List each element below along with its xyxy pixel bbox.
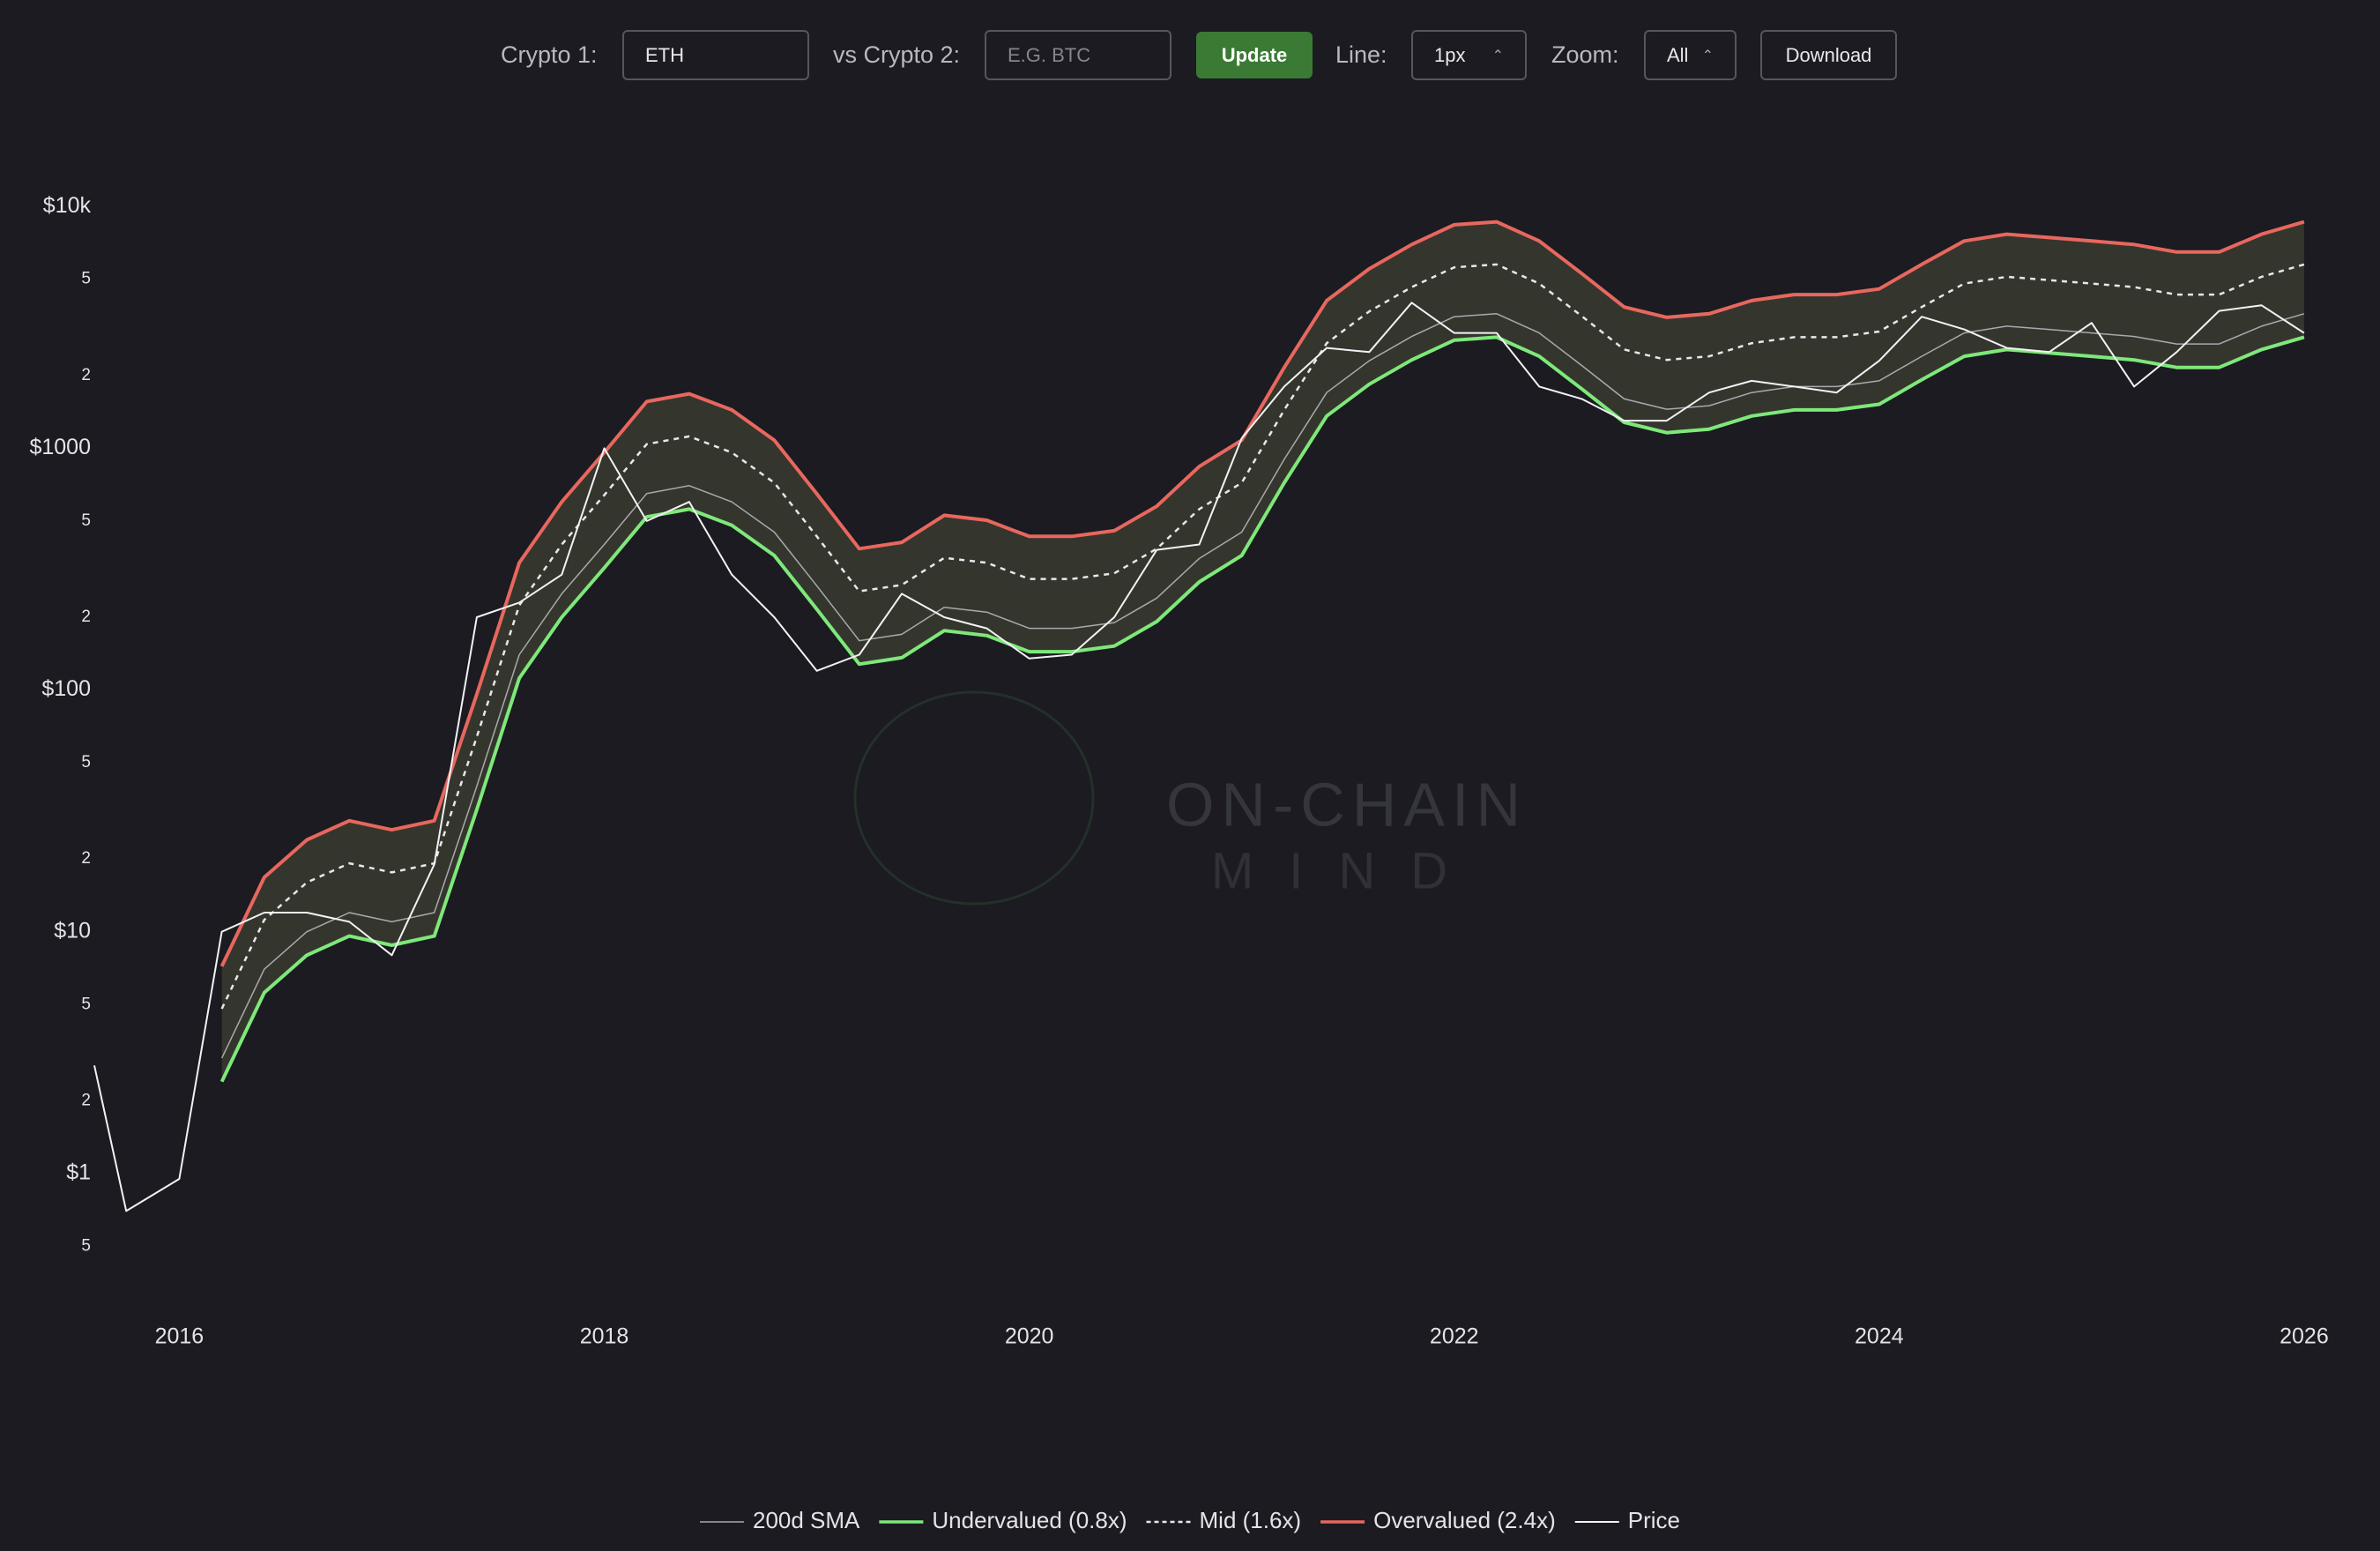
watermark-line2: MIND (1211, 842, 1483, 899)
y-tick-label: 5 (81, 270, 91, 288)
series-line (219, 335, 2305, 1083)
y-tick-label: 5 (81, 1236, 91, 1255)
y-tick-label: $10k (43, 193, 92, 218)
legend: 200d SMA Undervalued (0.8x) Mid (1.6x) Over… (699, 1507, 1680, 1533)
y-tick-label: $1 (66, 1160, 91, 1185)
x-tick-label: 2024 (1855, 1324, 1904, 1349)
y-tick-label: 2 (81, 366, 91, 384)
zoom-value: All (1667, 43, 1689, 66)
legend-label: 200d SMA (753, 1507, 860, 1533)
x-tick-label: 2016 (155, 1324, 205, 1349)
legend-label: Mid (1.6x) (1200, 1507, 1302, 1533)
x-tick-label: 2018 (580, 1324, 629, 1349)
download-button[interactable]: Download (1760, 30, 1897, 80)
y-tick-label: $1000 (29, 435, 91, 459)
y-tick-label: 2 (81, 849, 91, 868)
crypto1-input[interactable]: ETH (622, 30, 809, 80)
x-tick-label: 2020 (1005, 1324, 1054, 1349)
series-line (220, 263, 2305, 1010)
update-button[interactable]: Update (1196, 32, 1313, 78)
band-fill (221, 221, 2304, 1082)
x-tick-label: 2026 (2280, 1324, 2329, 1349)
y-tick-label: 2 (81, 1091, 91, 1109)
series-line (219, 220, 2305, 967)
line-select[interactable]: 1px (1411, 30, 1527, 80)
y-tick-label: $10 (54, 918, 91, 943)
series-line (220, 313, 2305, 1059)
crypto2-input[interactable]: E.G. BTC (985, 30, 1171, 80)
watermark-logo (853, 690, 1095, 906)
y-tick-label: 5 (81, 511, 91, 530)
y-tick-label: 5 (81, 995, 91, 1013)
line-label: Line: (1335, 41, 1387, 68)
zoom-select[interactable]: All (1644, 30, 1737, 80)
y-tick-label: $100 (41, 676, 91, 701)
legend-label: Undervalued (0.8x) (932, 1507, 1127, 1533)
series-line (93, 302, 2305, 1212)
legend-label: Price (1628, 1507, 1680, 1533)
watermark-line1: ON-CHAIN (1166, 770, 1528, 839)
legend-label: Overvalued (2.4x) (1373, 1507, 1556, 1533)
y-tick-label: 5 (81, 753, 91, 772)
y-tick-label: 2 (81, 608, 91, 626)
crypto1-label: Crypto 1: (501, 41, 598, 68)
crypto2-label: vs Crypto 2: (833, 41, 961, 68)
zoom-label: Zoom: (1551, 41, 1619, 68)
x-tick-label: 2022 (1430, 1324, 1479, 1349)
line-value: 1px (1434, 43, 1466, 66)
